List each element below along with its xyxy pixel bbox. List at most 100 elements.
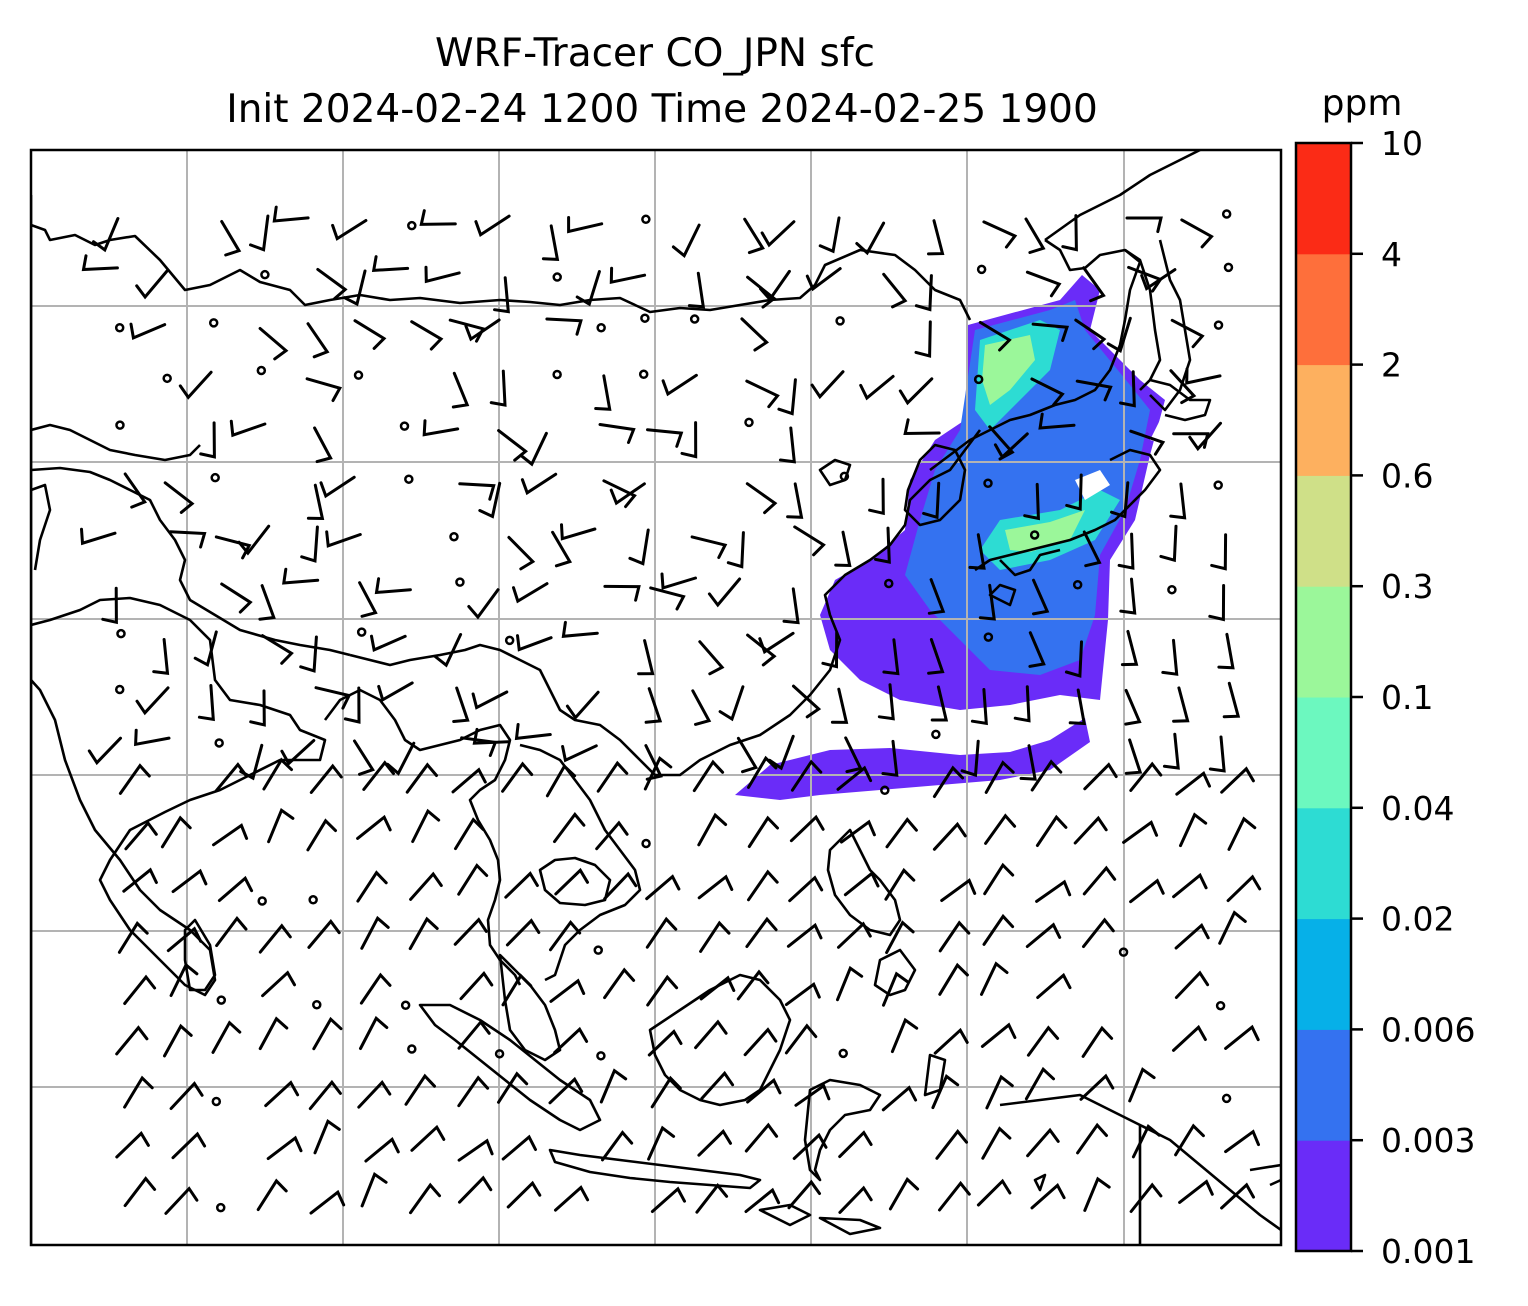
wind-barb: [87, 736, 122, 766]
calm-wind-marker: [1223, 262, 1234, 273]
wind-barb: [1068, 688, 1087, 726]
wind-barb: [1174, 923, 1210, 950]
wind-barb: [1161, 638, 1179, 676]
colorbar-tick-label: 0.02: [1381, 900, 1454, 939]
colorbar-segment: [1296, 253, 1351, 366]
wind-barb: [497, 429, 529, 462]
wind-barb: [308, 1079, 342, 1111]
calm-wind-marker: [839, 471, 850, 482]
wind-barb: [357, 1079, 392, 1109]
wind-barb: [818, 216, 841, 254]
wind-barb: [256, 1178, 288, 1212]
calm-wind-marker: [973, 374, 984, 385]
calm-wind-marker: [983, 632, 994, 642]
wind-barb: [1172, 872, 1208, 899]
wind-barb: [599, 1068, 628, 1104]
wind-barb: [1082, 917, 1115, 949]
wind-barb: [458, 482, 496, 501]
wind-barb: [123, 1176, 157, 1208]
wind-barb: [1082, 266, 1106, 303]
title-line-2: Init 2024-02-24 1200 Time 2024-02-25 190…: [226, 87, 1098, 132]
wind-barb: [362, 760, 395, 791]
wind-barb: [877, 683, 895, 721]
calm-wind-marker: [931, 729, 941, 740]
wind-barb: [1061, 214, 1078, 252]
calm-wind-marker: [257, 896, 267, 906]
wind-barb: [810, 370, 845, 400]
wind-barb: [922, 481, 941, 520]
calm-wind-marker: [114, 322, 125, 333]
wind-barb: [1023, 482, 1040, 521]
wind-barb: [313, 1118, 341, 1155]
wind-barb: [855, 221, 886, 256]
wind-barbs: [80, 205, 1262, 1215]
wind-barb: [647, 1029, 683, 1057]
wind-barb: [982, 913, 1015, 946]
wind-barb: [249, 689, 266, 727]
wind-barb: [792, 1132, 828, 1160]
calm-wind-marker: [1167, 584, 1177, 595]
wind-barb: [1119, 577, 1137, 615]
calm-wind-marker: [400, 1000, 411, 1011]
wind-barb: [718, 685, 745, 722]
wind-barb: [890, 1017, 919, 1054]
wind-barb: [903, 418, 941, 436]
wind-barb: [123, 974, 157, 1005]
wind-barb: [784, 1023, 818, 1055]
wind-barb: [258, 584, 276, 621]
wind-barb: [743, 1027, 778, 1057]
wind-barb: [258, 1016, 289, 1051]
calm-wind-marker: [641, 214, 651, 225]
wind-barb: [306, 322, 330, 359]
wind-barb: [343, 269, 367, 307]
wind-barb: [1073, 815, 1108, 845]
wind-barb: [1065, 473, 1083, 511]
colorbar-tick-label: 0.1: [1381, 678, 1433, 717]
wind-barb: [1024, 217, 1046, 254]
wind-barb: [506, 1180, 542, 1209]
wind-barb: [935, 1128, 968, 1160]
wind-barb: [261, 634, 294, 665]
wind-barb: [1174, 970, 1210, 999]
calm-wind-marker: [449, 531, 459, 542]
wind-barb: [92, 217, 120, 253]
wind-barb: [1026, 1127, 1060, 1158]
wind-barb: [261, 970, 296, 998]
wind-barb: [371, 255, 410, 273]
wind-barb: [671, 223, 701, 259]
calm-wind-marker: [640, 313, 650, 323]
calm-wind-marker: [208, 318, 219, 328]
wind-barb: [1075, 379, 1113, 402]
wind-barb: [931, 1074, 960, 1110]
wind-barb: [927, 638, 945, 675]
wind-barb: [660, 572, 697, 590]
wind-barb: [197, 684, 215, 722]
colorbar-tick-label: 0.001: [1381, 1232, 1475, 1271]
wind-barb: [220, 582, 253, 614]
wind-barb: [790, 759, 823, 792]
calm-wind-marker: [689, 314, 700, 324]
wind-barb: [460, 736, 498, 757]
wind-barb: [933, 1027, 969, 1055]
wind-barb: [644, 687, 663, 724]
wind-barb: [1172, 432, 1210, 449]
wind-barb: [272, 205, 310, 223]
wind-barb: [743, 217, 765, 255]
wind-barb: [983, 862, 1015, 896]
wind-barb: [1083, 1176, 1111, 1212]
wind-barb: [312, 1016, 343, 1051]
calm-wind-marker: [116, 628, 126, 639]
calm-wind-marker: [353, 370, 364, 380]
wind-barb: [451, 767, 487, 794]
wind-barb: [1013, 685, 1031, 723]
wind-barb: [504, 871, 539, 899]
colorbar-tick-label: 10: [1381, 124, 1423, 163]
wind-barb: [982, 220, 1018, 249]
wind-barb: [214, 762, 248, 793]
calm-wind-marker: [494, 1049, 505, 1059]
wind-barb: [258, 327, 289, 361]
wind-barb: [885, 817, 918, 849]
wind-barb: [377, 681, 414, 703]
calm-wind-marker: [214, 738, 224, 748]
wind-barb: [707, 577, 742, 608]
